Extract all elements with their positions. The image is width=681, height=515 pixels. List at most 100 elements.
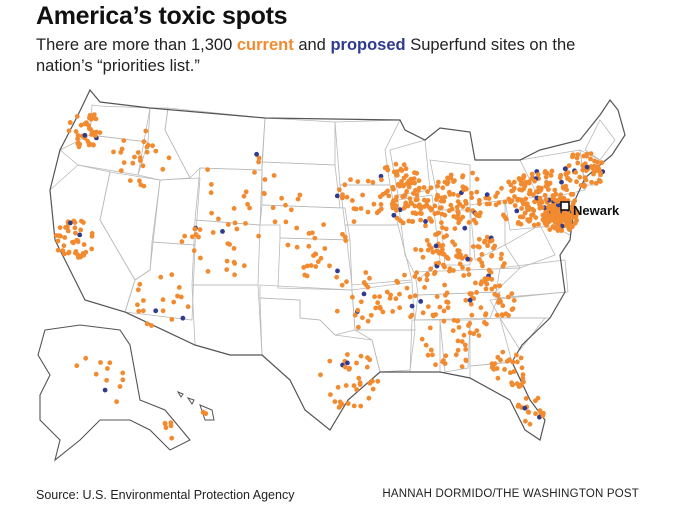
current-site-dot <box>403 166 409 172</box>
current-site-dot <box>467 291 473 296</box>
current-site-dot <box>75 133 81 138</box>
current-site-dot <box>160 308 166 314</box>
current-site-dot <box>465 206 471 212</box>
current-site-dot <box>83 355 89 361</box>
current-site-dot <box>474 176 480 182</box>
current-site-dot <box>470 244 476 250</box>
current-site-dot <box>351 383 357 388</box>
current-site-dot <box>572 198 578 204</box>
current-site-dot <box>288 207 294 213</box>
current-site-dot <box>135 302 140 308</box>
current-site-dot <box>143 128 149 134</box>
current-site-dot <box>315 259 321 265</box>
proposed-site-dot <box>484 192 490 198</box>
current-site-dot <box>312 251 318 257</box>
current-site-dot <box>479 260 485 266</box>
current-site-dot <box>499 185 504 191</box>
current-site-dot <box>98 360 103 365</box>
current-site-dot <box>574 179 579 185</box>
current-site-dot <box>536 221 541 227</box>
current-site-dot <box>371 201 377 207</box>
current-site-dot <box>460 184 466 190</box>
current-site-dot <box>462 342 468 348</box>
current-site-dot <box>351 219 357 225</box>
current-site-dot <box>399 168 405 173</box>
current-site-dot <box>358 353 364 359</box>
current-site-dot <box>433 312 439 317</box>
current-site-dot <box>145 142 151 148</box>
proposed-site-dot <box>220 229 225 234</box>
current-site-dot <box>511 179 517 185</box>
current-site-dot <box>72 220 78 225</box>
current-site-dot <box>252 170 257 175</box>
current-site-dot <box>364 364 370 370</box>
current-site-dot <box>313 264 319 269</box>
current-site-dot <box>402 272 407 278</box>
current-site-dot <box>409 312 415 318</box>
current-site-dot <box>526 409 532 415</box>
current-site-dot <box>542 192 548 198</box>
current-site-dot <box>529 212 534 218</box>
current-site-dot <box>256 159 261 165</box>
current-site-dot <box>543 174 549 180</box>
current-site-dot <box>437 304 443 310</box>
current-site-dot <box>224 258 230 264</box>
current-site-dot <box>517 177 523 183</box>
current-site-dot <box>455 318 461 324</box>
current-site-dot <box>489 252 495 258</box>
current-site-dot <box>340 231 345 237</box>
current-site-dot <box>457 261 463 267</box>
current-site-dot <box>489 276 495 282</box>
current-site-dot <box>78 122 84 128</box>
proposed-site-dot <box>180 315 186 321</box>
current-site-dot <box>158 274 164 280</box>
current-site-dot <box>416 185 422 191</box>
current-site-dot <box>192 226 198 232</box>
current-site-dot <box>511 298 517 303</box>
current-site-dot <box>62 235 68 240</box>
current-site-dot <box>344 279 349 285</box>
current-site-dot <box>589 179 594 185</box>
current-site-dot <box>384 289 390 295</box>
current-site-dot <box>515 359 520 365</box>
current-site-dot <box>344 194 350 200</box>
current-site-dot <box>451 179 456 185</box>
current-site-dot <box>210 230 216 235</box>
current-site-dot <box>162 421 168 427</box>
current-site-dot <box>394 169 400 175</box>
current-site-dot <box>302 272 308 278</box>
current-site-dot <box>453 352 459 358</box>
current-site-dot <box>598 172 603 178</box>
current-site-dot <box>470 170 475 176</box>
current-site-dot <box>517 214 523 220</box>
current-site-dot <box>270 205 276 211</box>
current-site-dot <box>107 360 113 366</box>
proposed-site-dot <box>467 297 473 303</box>
current-site-dot <box>339 282 345 288</box>
current-site-dot <box>454 215 460 221</box>
current-site-dot <box>160 297 166 303</box>
current-site-dot <box>140 163 146 169</box>
current-site-dot <box>272 219 278 225</box>
current-site-dot <box>121 160 127 166</box>
current-site-dot <box>57 225 63 231</box>
current-site-dot <box>413 247 418 252</box>
current-site-dot <box>463 358 469 364</box>
current-site-dot <box>322 246 328 251</box>
current-site-dot <box>445 305 451 310</box>
current-site-dot <box>328 392 333 397</box>
current-site-dot <box>318 255 324 261</box>
current-site-dot <box>346 366 352 372</box>
current-site-dot <box>377 306 383 311</box>
current-site-dot <box>557 212 563 218</box>
current-site-dot <box>522 210 528 216</box>
current-site-dot <box>407 196 413 202</box>
current-site-dot <box>425 189 430 194</box>
current-site-dot <box>406 218 412 224</box>
current-site-dot <box>469 312 475 318</box>
current-site-dot <box>163 425 169 431</box>
current-site-dot <box>171 299 177 305</box>
current-site-dot <box>451 317 457 323</box>
current-site-dot <box>198 255 203 261</box>
current-site-dot <box>504 358 510 364</box>
